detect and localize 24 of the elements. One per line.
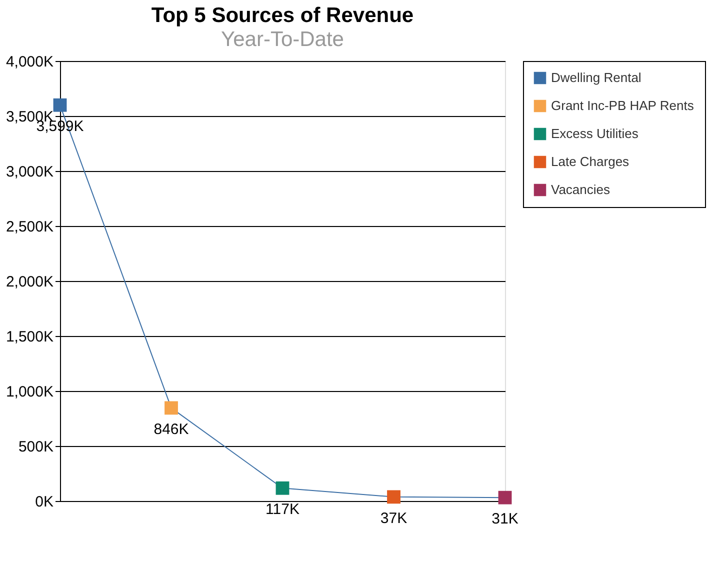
legend-label: Vacancies xyxy=(551,182,611,197)
data-label: 31K xyxy=(492,510,518,528)
legend-label: Excess Utilities xyxy=(551,126,639,141)
data-label: 117K xyxy=(266,501,300,518)
y-tick-label: 0K xyxy=(35,494,54,510)
y-tick-label: 3,000K xyxy=(6,164,54,180)
chart-title: Top 5 Sources of Revenue xyxy=(151,4,414,27)
legend-label: Grant Inc-PB HAP Rents xyxy=(551,98,694,113)
point xyxy=(53,98,67,112)
data-label: 846K xyxy=(154,420,189,438)
legend-label: Dwelling Rental xyxy=(551,70,642,85)
point xyxy=(387,490,400,504)
y-tick-label: 2,000K xyxy=(6,274,54,290)
y-tick-label: 4,000K xyxy=(6,54,54,70)
point xyxy=(164,401,178,415)
y-tick-label: 2,500K xyxy=(6,218,54,236)
y-tick-label: 1,000K xyxy=(6,384,54,400)
point xyxy=(276,481,290,495)
chart-subtitle: Year-To-Date xyxy=(221,28,344,51)
data-label: 37K xyxy=(380,510,408,527)
point xyxy=(498,490,512,504)
legend-label: Late Charges xyxy=(551,154,630,169)
y-tick-label: 500K xyxy=(18,438,54,456)
y-tick-label: 1,500K xyxy=(6,328,54,346)
